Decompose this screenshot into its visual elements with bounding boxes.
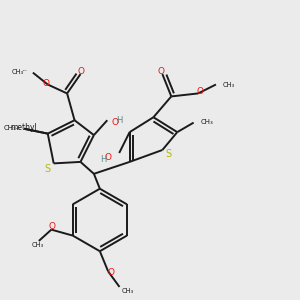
Text: methyl: methyl [11, 123, 37, 132]
Text: CH₃: CH₃ [3, 125, 16, 131]
Text: S: S [166, 149, 172, 160]
Text: methyl: methyl [16, 128, 20, 129]
Text: O: O [196, 87, 203, 96]
Text: O: O [78, 67, 85, 76]
Text: CH₃: CH₃ [223, 82, 235, 88]
Text: O: O [112, 118, 119, 127]
Text: S: S [44, 164, 50, 174]
Text: O: O [158, 67, 164, 76]
Text: O: O [107, 268, 114, 278]
Text: CH₃: CH₃ [31, 242, 44, 248]
Text: H: H [100, 155, 106, 164]
Text: CH₃: CH₃ [122, 288, 134, 294]
Text: CH₃: CH₃ [11, 69, 23, 75]
Text: O: O [104, 153, 111, 162]
Text: O: O [48, 222, 56, 231]
Text: H: H [116, 116, 123, 125]
Text: O: O [43, 79, 50, 88]
Text: methyl: methyl [24, 128, 29, 129]
Text: methyl: methyl [23, 70, 28, 71]
Text: CH₃: CH₃ [200, 119, 213, 125]
